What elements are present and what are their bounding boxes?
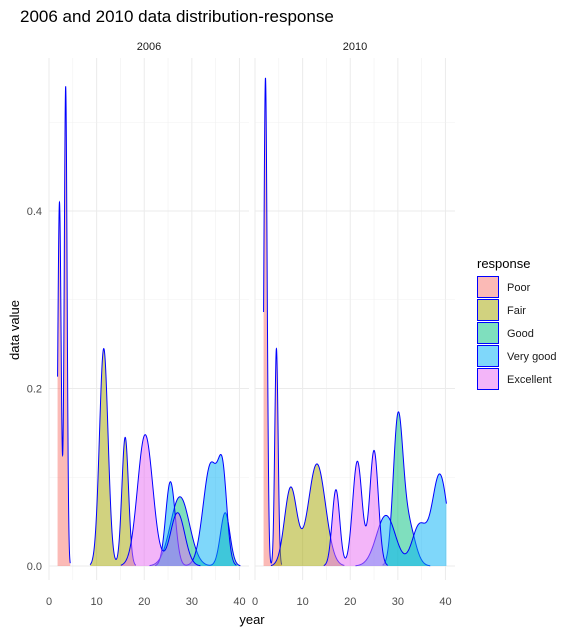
x-tick-label: 20 — [344, 596, 356, 608]
x-tick-label: 30 — [186, 596, 198, 608]
panel-2006: 2006 0 10 20 30 40 0.0 0.2 0.4 — [27, 41, 249, 608]
x-tick-label: 40 — [439, 596, 451, 608]
y-tick-label: 0.2 — [27, 384, 42, 396]
chart-title: 2006 and 2010 data distribution-response — [20, 7, 334, 26]
density-area-fair — [270, 463, 345, 566]
x-tick-label: 30 — [392, 596, 404, 608]
facet-label: 2010 — [343, 41, 367, 53]
legend-label: Excellent — [507, 374, 552, 386]
legend-label: Poor — [507, 282, 531, 294]
facet-panels: 2006 0 10 20 30 40 0.0 0.2 0.4 2010 0 10 20 30 40 — [27, 41, 455, 608]
legend-item-fair: Fair — [477, 299, 526, 321]
x-tick-label: 0 — [252, 596, 258, 608]
x-axis-title: year — [239, 612, 265, 627]
y-tick-label: 0.0 — [27, 561, 42, 573]
x-tick-label: 10 — [90, 596, 102, 608]
x-tick-label: 40 — [233, 596, 245, 608]
y-tick-label: 0.4 — [27, 206, 42, 218]
legend-title: response — [477, 256, 530, 271]
legend-swatch — [477, 345, 499, 367]
panel-2010: 2010 0 10 20 30 40 — [252, 41, 455, 608]
legend-label: Fair — [507, 305, 526, 317]
density-outline-excellent — [323, 449, 389, 567]
density-outline-fair — [89, 347, 137, 566]
density-area-good — [382, 411, 431, 566]
density-area-poor — [57, 86, 71, 566]
x-tick-label: 20 — [138, 596, 150, 608]
legend-item-good: Good — [477, 322, 534, 344]
density-outline-very-good — [155, 454, 237, 566]
legend-item-poor: Poor — [477, 276, 531, 298]
density-area-excellent — [323, 450, 388, 566]
legend-swatch — [477, 276, 499, 298]
facet-label: 2006 — [137, 41, 161, 53]
legend-swatch — [477, 368, 499, 390]
density-outline-poor — [57, 86, 71, 564]
density-outline-poor — [263, 77, 283, 565]
legend-swatch — [477, 299, 499, 321]
legend-item-excellent: Excellent — [477, 368, 552, 390]
density-area-excellent — [120, 434, 201, 566]
legend: response Poor Fair Good Very good Excellent — [477, 256, 557, 390]
legend-swatch — [477, 322, 499, 344]
legend-label: Good — [507, 328, 534, 340]
density-area-fair — [90, 348, 136, 566]
x-tick-label: 10 — [296, 596, 308, 608]
density-outline-excellent — [120, 434, 201, 567]
x-tick-label: 0 — [46, 596, 52, 608]
legend-item-very-good: Very good — [477, 345, 557, 367]
legend-label: Very good — [507, 351, 557, 363]
y-axis-title: data value — [7, 300, 22, 360]
